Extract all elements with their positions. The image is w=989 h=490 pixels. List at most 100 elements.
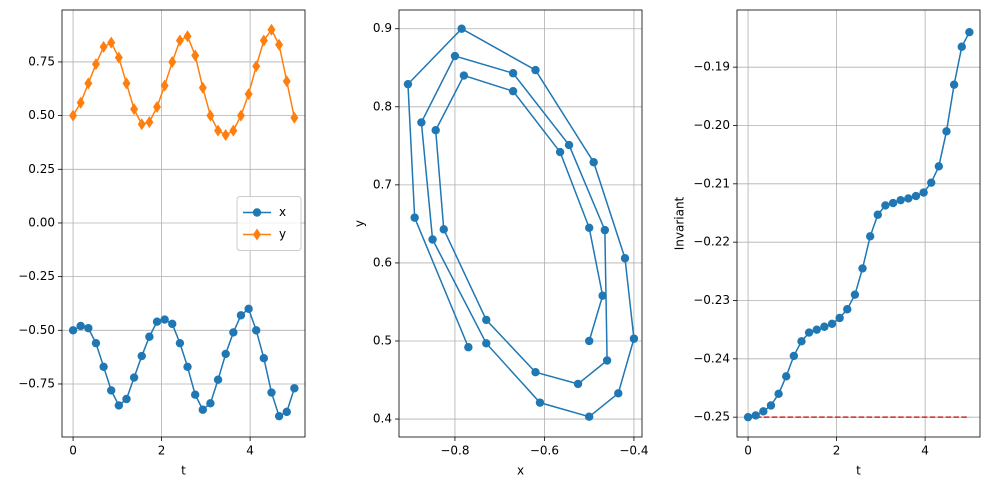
y-tick-label: 0.5 [373,333,392,347]
y-tick-label: −0.75 [18,376,55,390]
y-tick-label: 0.9 [373,21,392,35]
data-point [76,321,85,331]
data-point [797,337,806,346]
data-point [160,315,169,324]
data-point [431,126,440,135]
data-point [152,317,162,326]
data-point [774,389,783,399]
data-point [221,349,230,359]
data-point [508,69,518,78]
y-tick-label: 0.7 [373,177,392,191]
data-point [428,235,437,244]
x-tick-label: 4 [921,444,929,458]
data-point [114,51,123,64]
data-point [244,304,253,314]
data-point [145,332,154,341]
data-point [620,254,630,263]
legend-marker [252,208,262,217]
data-point [153,101,162,114]
data-point [417,118,426,127]
data-point [949,80,959,89]
data-point [508,86,518,96]
data-point [99,362,108,371]
data-point [865,232,875,241]
data-point [68,326,78,335]
x-axis-label: x [517,464,524,478]
data-point [76,96,85,109]
x-tick-label: −0.4 [619,444,648,458]
data-point [919,188,928,197]
data-point [911,191,921,201]
data-point [122,77,131,90]
data-point [259,354,269,363]
data-point [564,140,574,150]
data-point [107,36,116,49]
data-point [229,124,238,137]
data-point [129,373,139,382]
data-point [183,30,192,43]
legend-label: x [279,205,286,219]
y-tick-label: 0.00 [28,215,55,229]
data-point [965,27,974,37]
data-point [804,328,814,337]
data-point [820,322,829,331]
x-tick-label: 4 [246,444,254,458]
data-point [589,158,598,167]
data-point [600,225,610,235]
data-point [229,328,238,337]
data-point [459,71,469,80]
x-tick-label: 2 [833,444,841,458]
data-point [175,34,184,47]
series-line [72,307,296,418]
data-point [91,338,101,348]
y-tick-label: −0.25 [18,269,55,283]
y-tick-label: −0.25 [693,410,730,424]
y-tick-label: −0.24 [693,351,730,365]
data-point [137,118,146,131]
data-point [290,111,299,124]
data-point [403,79,413,89]
data-point [183,362,192,371]
data-point [213,375,223,384]
plot-frame [398,9,643,438]
data-point [221,128,230,141]
data-point [858,264,867,273]
data-point [896,195,905,205]
y-tick-label: −0.23 [693,293,730,307]
x-tick-label: −0.6 [530,444,559,458]
data-point [835,313,844,323]
legend-box [236,196,302,251]
data-point [598,291,607,300]
data-point [145,116,154,129]
data-point [602,356,612,365]
data-point [252,60,261,73]
data-point [91,58,100,71]
legend-label: y [279,227,286,241]
data-point [450,51,460,61]
data-point [160,79,169,92]
data-point [584,223,594,232]
series-line [407,27,635,418]
data-point [206,109,215,122]
data-point [191,49,200,62]
data-point [282,407,291,417]
data-point [827,319,837,329]
data-point [766,401,776,410]
data-point [904,194,913,203]
data-point [751,411,760,420]
data-point [282,75,291,88]
data-point [439,225,448,234]
y-tick-label: 0.8 [373,99,392,113]
y-tick-label: −0.21 [693,176,730,190]
data-point [464,343,473,352]
data-point [888,198,898,208]
data-point [789,351,799,361]
plot-frame [736,9,981,438]
data-point [214,124,223,137]
data-point [114,401,124,410]
y-tick-label: −0.20 [693,118,730,132]
data-point [743,412,753,422]
data-point [555,147,565,157]
